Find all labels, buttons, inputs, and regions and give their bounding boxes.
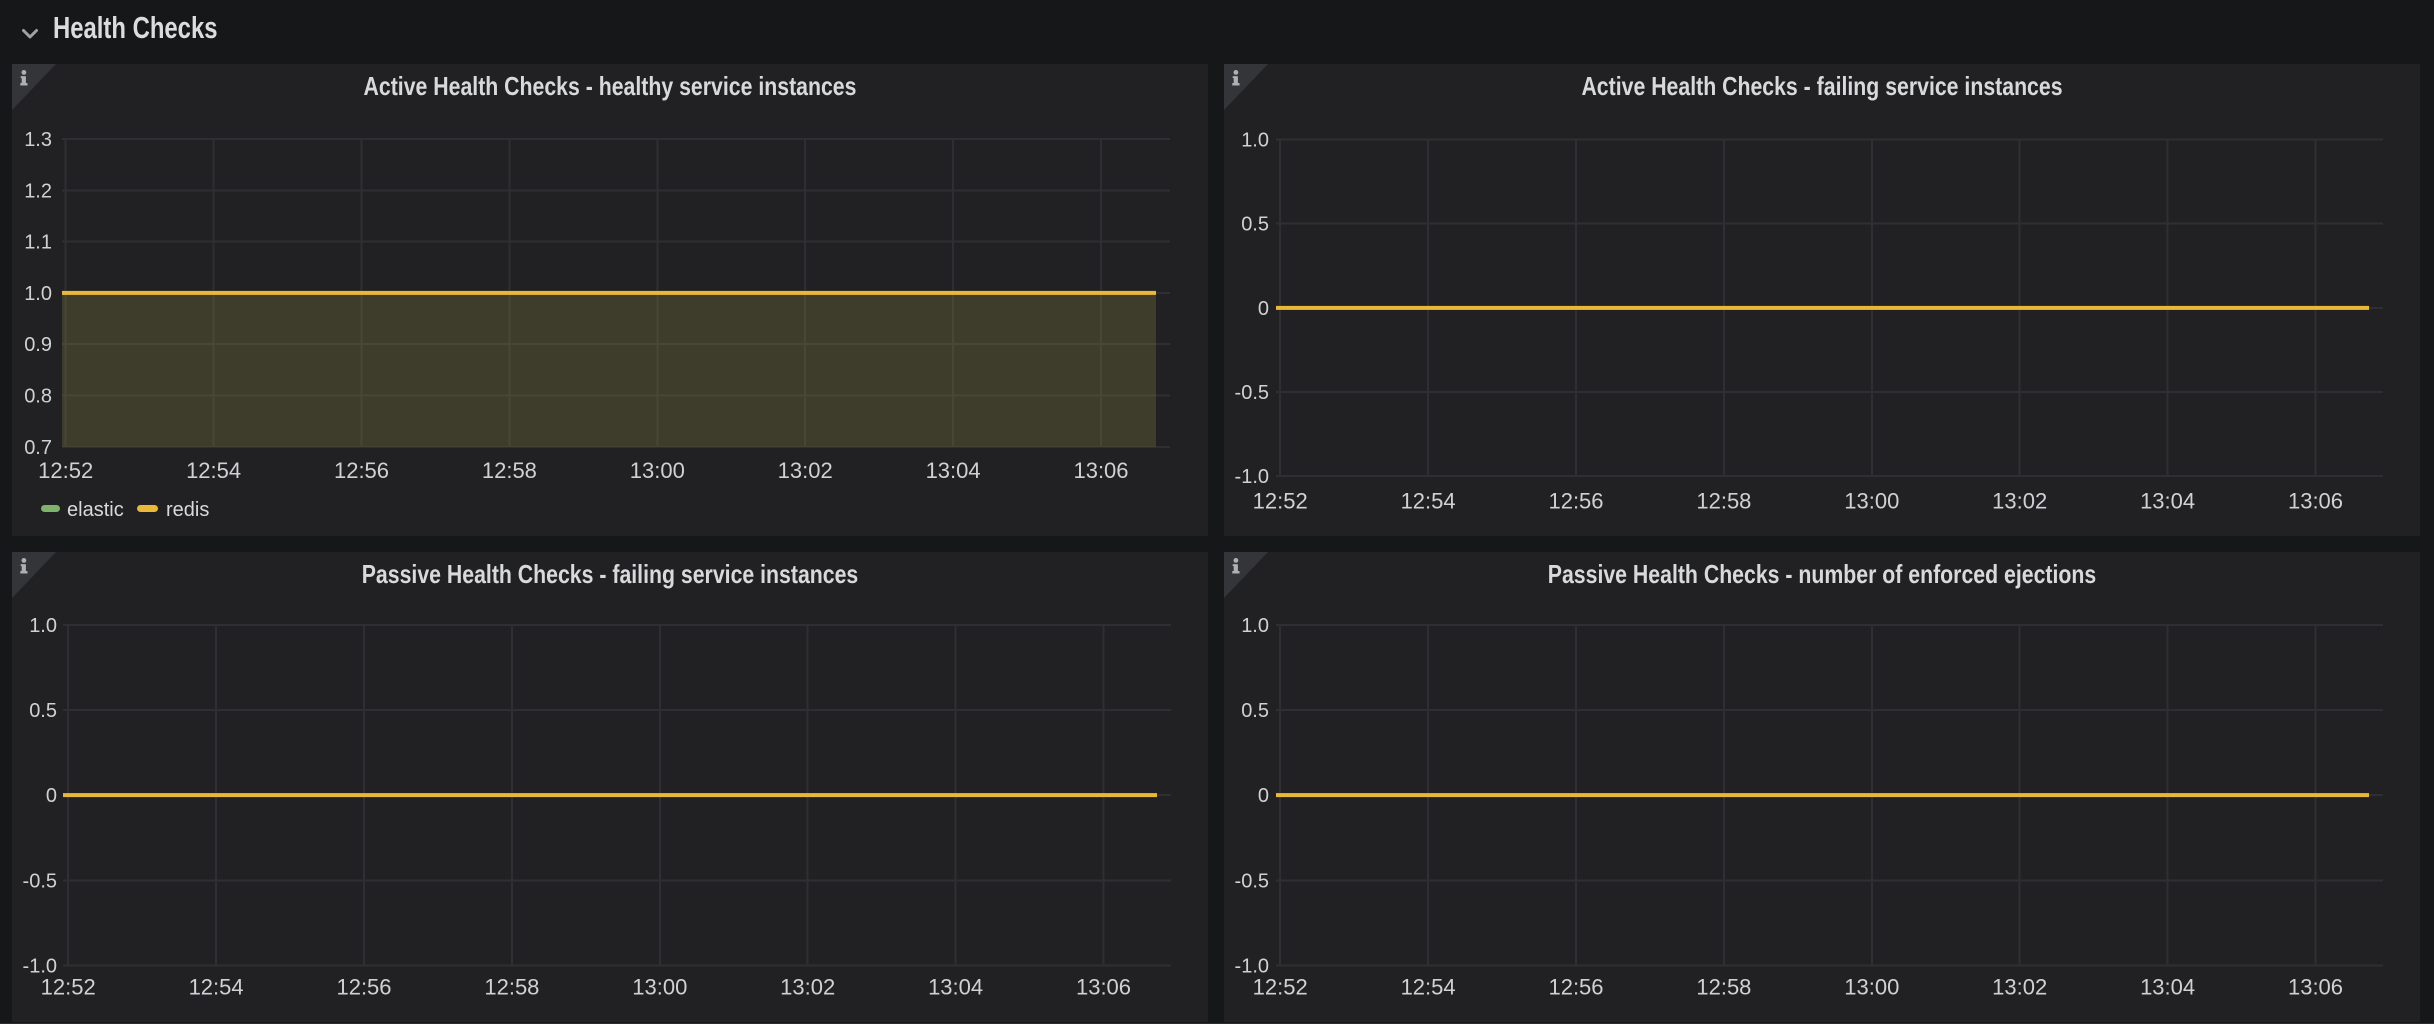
svg-text:0.9: 0.9 <box>24 334 52 356</box>
svg-text:13:02: 13:02 <box>780 975 835 1000</box>
svg-text:12:54: 12:54 <box>189 975 244 1000</box>
svg-text:0.5: 0.5 <box>1241 214 1269 236</box>
svg-text:13:04: 13:04 <box>928 975 983 1000</box>
svg-text:elastic: elastic <box>67 499 124 521</box>
svg-text:13:00: 13:00 <box>630 458 685 483</box>
svg-text:13:06: 13:06 <box>1076 975 1131 1000</box>
svg-text:13:02: 13:02 <box>1992 975 2047 1000</box>
svg-text:12:52: 12:52 <box>1253 489 1308 514</box>
svg-text:12:54: 12:54 <box>186 458 241 483</box>
svg-text:-1.0: -1.0 <box>1235 466 1269 488</box>
svg-text:0: 0 <box>1258 785 1269 807</box>
svg-text:13:06: 13:06 <box>1073 458 1128 483</box>
svg-text:redis: redis <box>166 499 209 521</box>
svg-text:12:58: 12:58 <box>1696 975 1751 1000</box>
svg-text:12:56: 12:56 <box>336 975 391 1000</box>
svg-text:-1.0: -1.0 <box>23 955 57 977</box>
svg-text:-0.5: -0.5 <box>23 870 57 892</box>
svg-text:-0.5: -0.5 <box>1235 870 1269 892</box>
svg-text:0.8: 0.8 <box>24 386 52 408</box>
svg-text:12:54: 12:54 <box>1401 975 1456 1000</box>
svg-text:12:52: 12:52 <box>41 975 96 1000</box>
svg-text:13:06: 13:06 <box>2288 975 2343 1000</box>
svg-text:13:04: 13:04 <box>2140 489 2195 514</box>
svg-text:0: 0 <box>1258 298 1269 320</box>
svg-text:0.7: 0.7 <box>24 437 52 459</box>
svg-text:1.0: 1.0 <box>1241 615 1269 637</box>
svg-text:1.3: 1.3 <box>24 129 52 151</box>
svg-text:13:04: 13:04 <box>926 458 981 483</box>
svg-text:13:02: 13:02 <box>778 458 833 483</box>
svg-text:13:00: 13:00 <box>1844 975 1899 1000</box>
svg-text:13:06: 13:06 <box>2288 489 2343 514</box>
svg-text:1.0: 1.0 <box>29 615 57 637</box>
svg-text:0: 0 <box>46 785 57 807</box>
svg-text:1.1: 1.1 <box>24 232 52 254</box>
svg-text:12:52: 12:52 <box>38 458 93 483</box>
svg-text:1.0: 1.0 <box>1241 129 1269 151</box>
svg-text:12:56: 12:56 <box>1548 489 1603 514</box>
svg-text:13:04: 13:04 <box>2140 975 2195 1000</box>
svg-text:0.5: 0.5 <box>1241 700 1269 722</box>
svg-text:12:54: 12:54 <box>1401 489 1456 514</box>
svg-text:13:00: 13:00 <box>632 975 687 1000</box>
svg-text:1.0: 1.0 <box>24 283 52 305</box>
svg-text:0.5: 0.5 <box>29 700 57 722</box>
svg-text:13:00: 13:00 <box>1844 489 1899 514</box>
svg-text:1.2: 1.2 <box>24 180 52 202</box>
svg-text:12:58: 12:58 <box>484 975 539 1000</box>
svg-text:-0.5: -0.5 <box>1235 382 1269 404</box>
svg-text:12:52: 12:52 <box>1253 975 1308 1000</box>
svg-text:12:58: 12:58 <box>1696 489 1751 514</box>
svg-text:-1.0: -1.0 <box>1235 955 1269 977</box>
svg-text:12:58: 12:58 <box>482 458 537 483</box>
svg-text:12:56: 12:56 <box>334 458 389 483</box>
svg-text:13:02: 13:02 <box>1992 489 2047 514</box>
svg-text:12:56: 12:56 <box>1548 975 1603 1000</box>
